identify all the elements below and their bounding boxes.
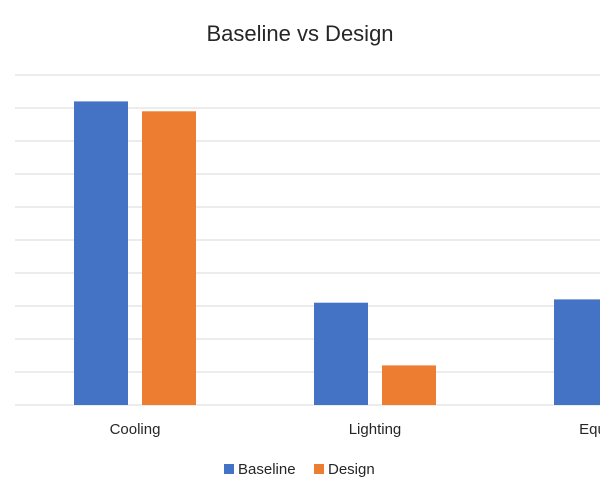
- chart-title: Baseline vs Design: [206, 21, 393, 46]
- bar: [314, 302, 368, 405]
- bar: [74, 101, 128, 406]
- legend-swatch: [224, 464, 234, 474]
- bar: [382, 365, 436, 405]
- legend-label: Design: [328, 461, 375, 478]
- x-tick-label: Equipment: [579, 421, 600, 438]
- x-tick-label: Cooling: [110, 421, 161, 438]
- bar: [554, 299, 600, 405]
- bar: [142, 111, 196, 406]
- legend-label: Baseline: [238, 461, 296, 478]
- legend-swatch: [314, 464, 324, 474]
- x-tick-label: Lighting: [349, 421, 402, 438]
